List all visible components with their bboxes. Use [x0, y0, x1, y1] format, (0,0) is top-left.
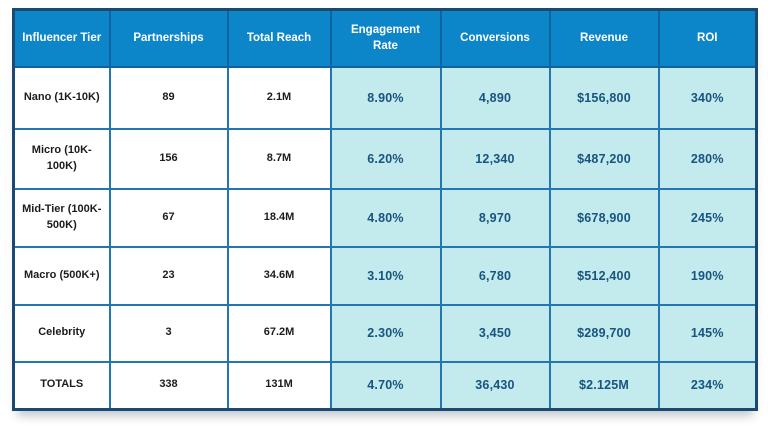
table-row-celebrity: Celebrity 3 67.2M 2.30% 3,450 $289,700 1… [12, 303, 758, 363]
table-cell: $156,800 [548, 65, 660, 130]
table-row-macro: Macro (500K+) 23 34.6M 3.10% 6,780 $512,… [12, 245, 758, 306]
table-cell: 2.30% [329, 303, 442, 363]
column-header-engagement-rate: Engagement Rate [329, 8, 442, 68]
table-header-row: Influencer Tier Partnerships Total Reach… [12, 8, 758, 68]
table-cell: Macro (500K+) [12, 245, 111, 306]
table-cell: 245% [657, 187, 758, 248]
table-cell: 4,890 [439, 65, 551, 130]
table-cell: 234% [657, 360, 758, 411]
table-cell: 3,450 [439, 303, 551, 363]
table-cell: 23 [108, 245, 229, 306]
table-cell: 3 [108, 303, 229, 363]
table-cell: 4.80% [329, 187, 442, 248]
table-cell: $678,900 [548, 187, 660, 248]
influencer-metrics-table: Influencer Tier Partnerships Total Reach… [12, 8, 758, 411]
column-header-roi: ROI [657, 8, 758, 68]
table-cell: 8,970 [439, 187, 551, 248]
table-row-nano: Nano (1K-10K) 89 2.1M 8.90% 4,890 $156,8… [12, 65, 758, 130]
column-header-influencer-tier: Influencer Tier [12, 8, 111, 68]
column-header-conversions: Conversions [439, 8, 551, 68]
table-row-mid-tier: Mid-Tier (100K-500K) 67 18.4M 4.80% 8,97… [12, 187, 758, 248]
table-cell: 145% [657, 303, 758, 363]
table-cell: 18.4M [226, 187, 332, 248]
table-cell: Nano (1K-10K) [12, 65, 111, 130]
table-cell: 131M [226, 360, 332, 411]
table-cell: 8.90% [329, 65, 442, 130]
table-cell: $289,700 [548, 303, 660, 363]
table-cell: TOTALS [12, 360, 111, 411]
table-cell: Micro (10K-100K) [12, 127, 111, 190]
column-header-partnerships: Partnerships [108, 8, 229, 68]
table-cell: 4.70% [329, 360, 442, 411]
table-cell: 6,780 [439, 245, 551, 306]
table-cell: 156 [108, 127, 229, 190]
table-cell: 3.10% [329, 245, 442, 306]
table-cell: 190% [657, 245, 758, 306]
column-header-revenue: Revenue [548, 8, 660, 68]
table-cell: 12,340 [439, 127, 551, 190]
table-cell: 338 [108, 360, 229, 411]
column-header-total-reach: Total Reach [226, 8, 332, 68]
table-cell: Mid-Tier (100K-500K) [12, 187, 111, 248]
table-row-totals: TOTALS 338 131M 4.70% 36,430 $2.125M 234… [12, 360, 758, 411]
table-cell: 89 [108, 65, 229, 130]
table-cell: $2.125M [548, 360, 660, 411]
table-cell: 280% [657, 127, 758, 190]
table-row-micro: Micro (10K-100K) 156 8.7M 6.20% 12,340 $… [12, 127, 758, 190]
table-cell: 6.20% [329, 127, 442, 190]
table-cell: 8.7M [226, 127, 332, 190]
table-cell: $512,400 [548, 245, 660, 306]
table-cell: Celebrity [12, 303, 111, 363]
table-cell: $487,200 [548, 127, 660, 190]
table-cell: 36,430 [439, 360, 551, 411]
table-cell: 67.2M [226, 303, 332, 363]
table-cell: 34.6M [226, 245, 332, 306]
table-cell: 340% [657, 65, 758, 130]
table-cell: 67 [108, 187, 229, 248]
table-cell: 2.1M [226, 65, 332, 130]
